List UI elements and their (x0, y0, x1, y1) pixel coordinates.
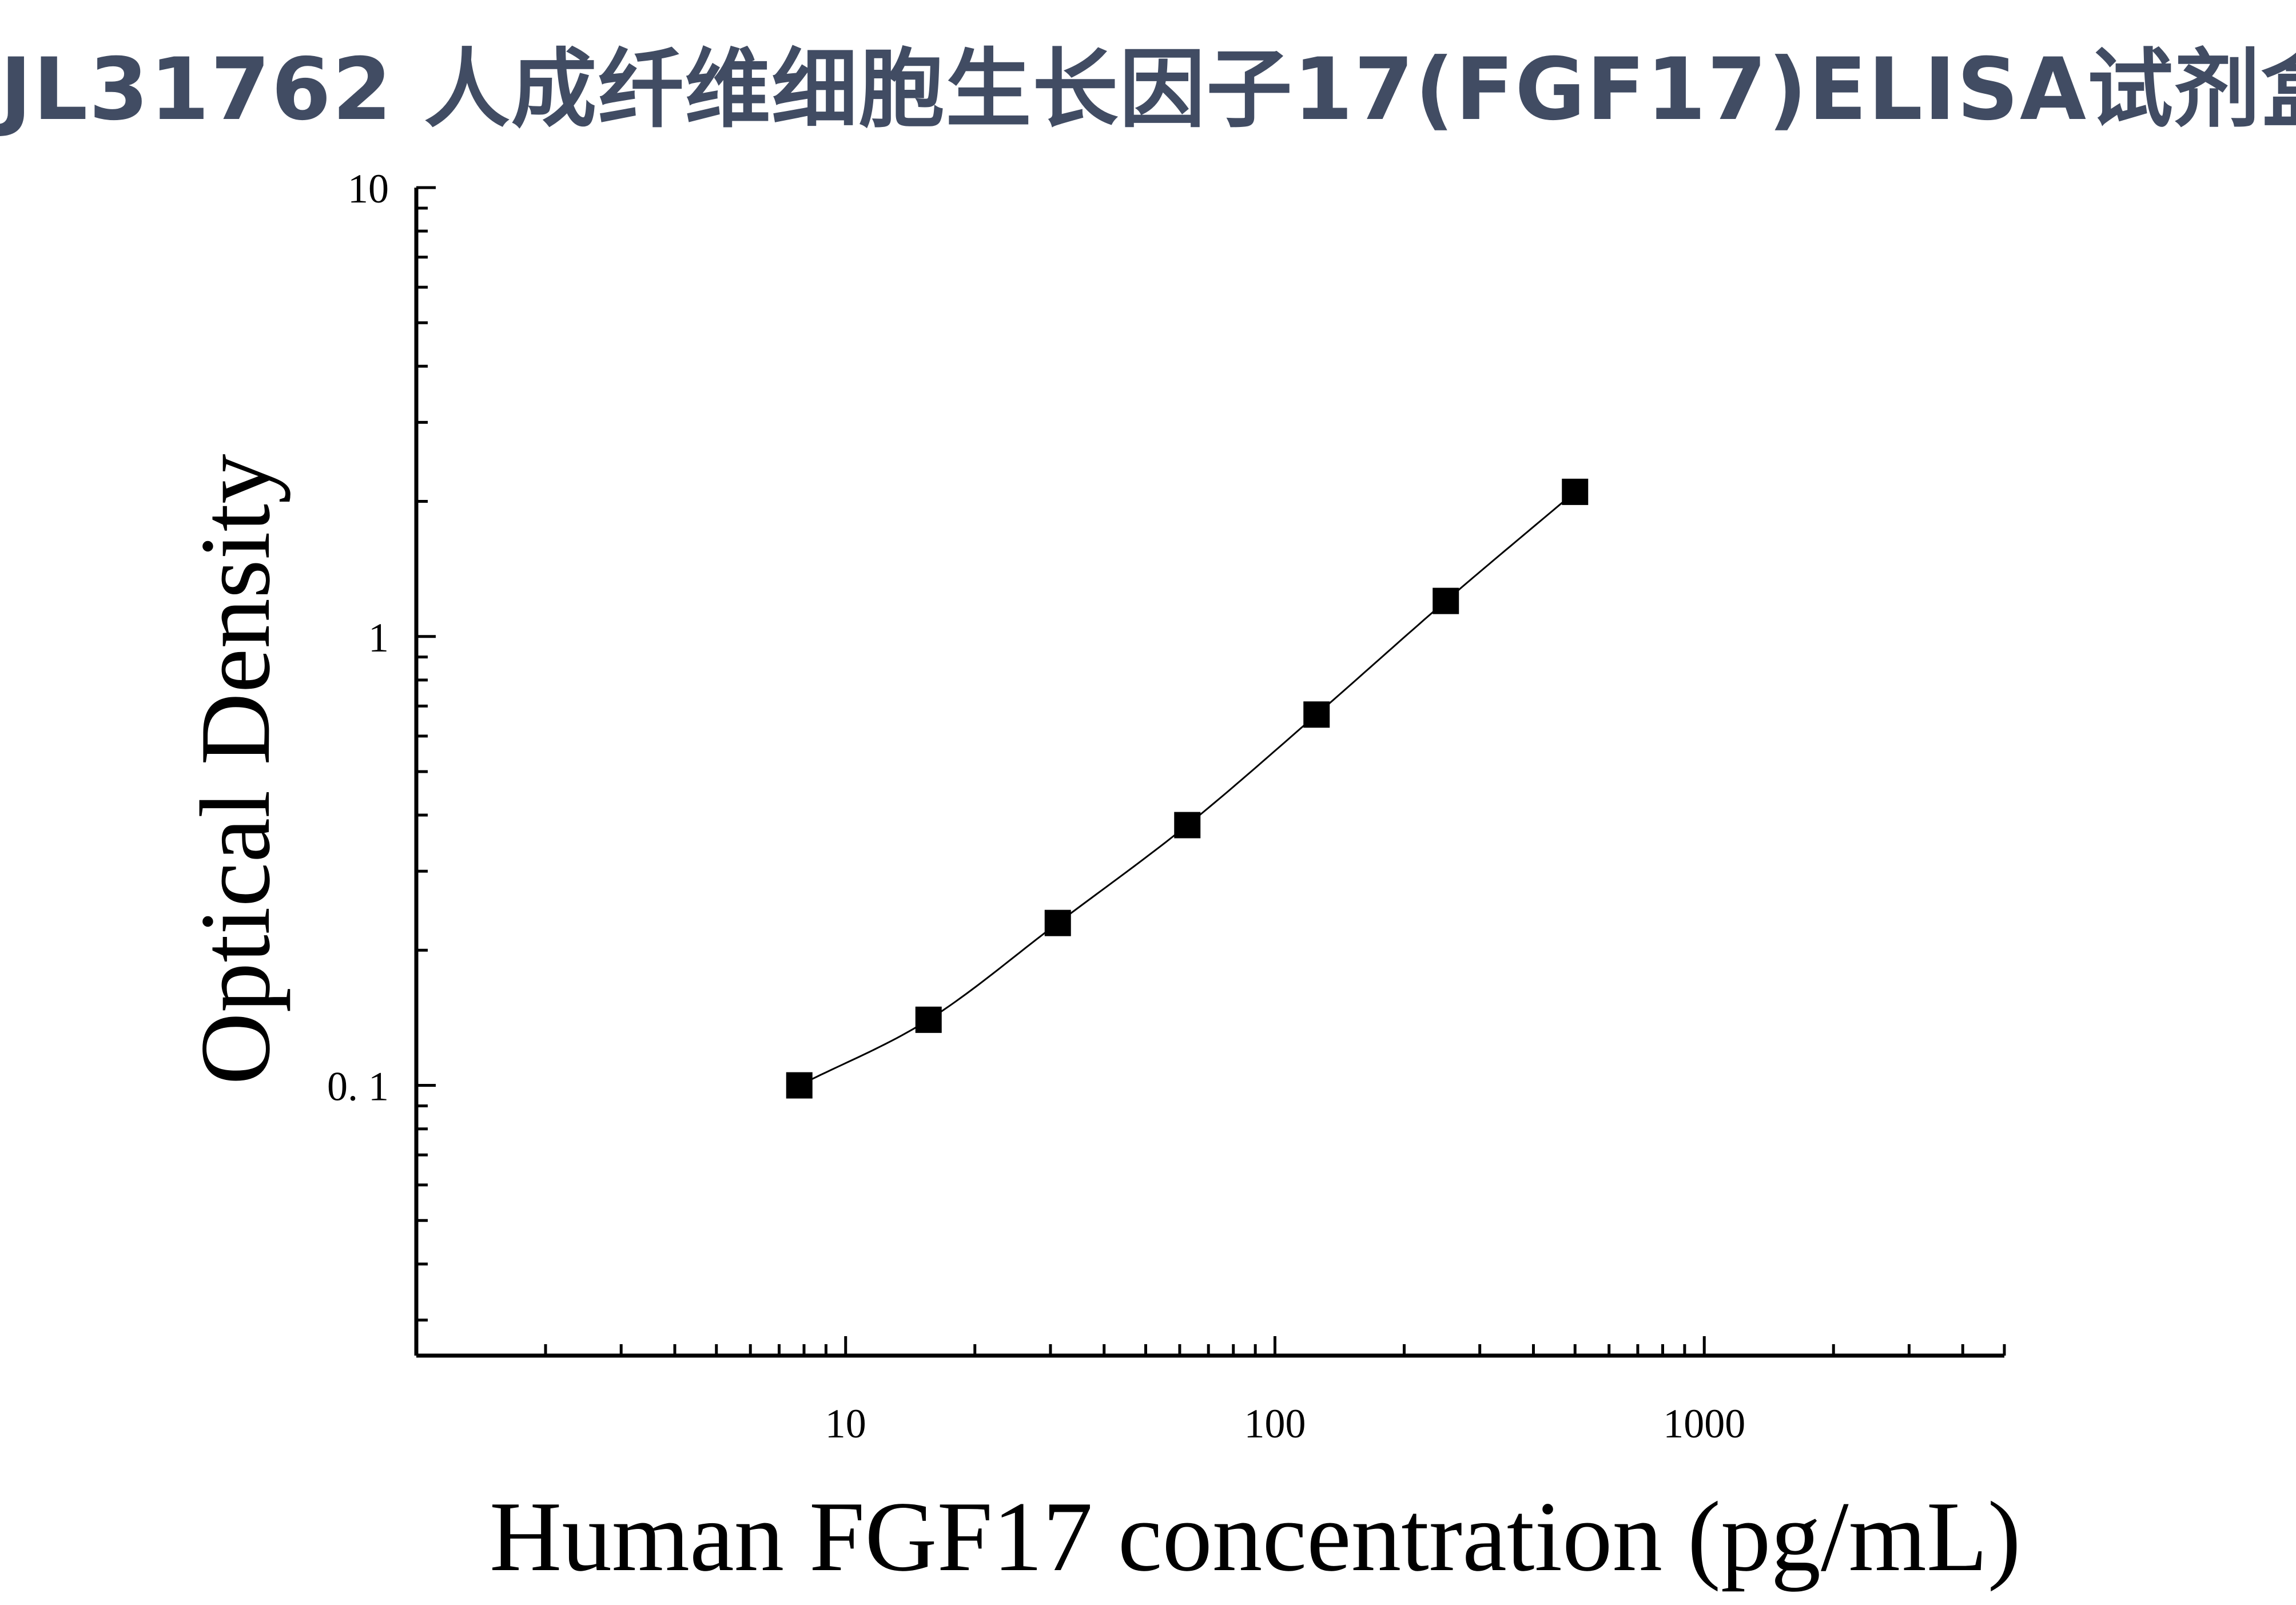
data-point (1044, 909, 1071, 936)
y-tick-label: 1 (368, 615, 389, 661)
data-point (1174, 812, 1201, 839)
page-title: JL31762 人成纤维细胞生长因子17(FGF17)ELISA试剂盒 (0, 40, 2296, 140)
data-points (786, 478, 1589, 1099)
y-tick-label: 10 (348, 166, 389, 212)
x-axis-title: Human FGF17 concentration (pg/mL) (490, 1481, 2021, 1592)
data-point (915, 1006, 942, 1033)
x-tick-label: 1000 (1663, 1401, 1745, 1447)
tick-labels: 10 100 1000 0. 1 1 10 (327, 166, 1745, 1447)
data-point (1303, 701, 1330, 728)
fit-curve (799, 491, 1576, 1086)
y-axis-title: Optical Density (180, 454, 291, 1084)
axes (414, 186, 2006, 1358)
data-point (1562, 478, 1589, 505)
y-tick-label: 0. 1 (327, 1064, 389, 1110)
data-point (786, 1072, 813, 1099)
data-point (1432, 587, 1459, 614)
x-tick-label: 10 (825, 1401, 866, 1447)
x-tick-label: 100 (1244, 1401, 1306, 1447)
